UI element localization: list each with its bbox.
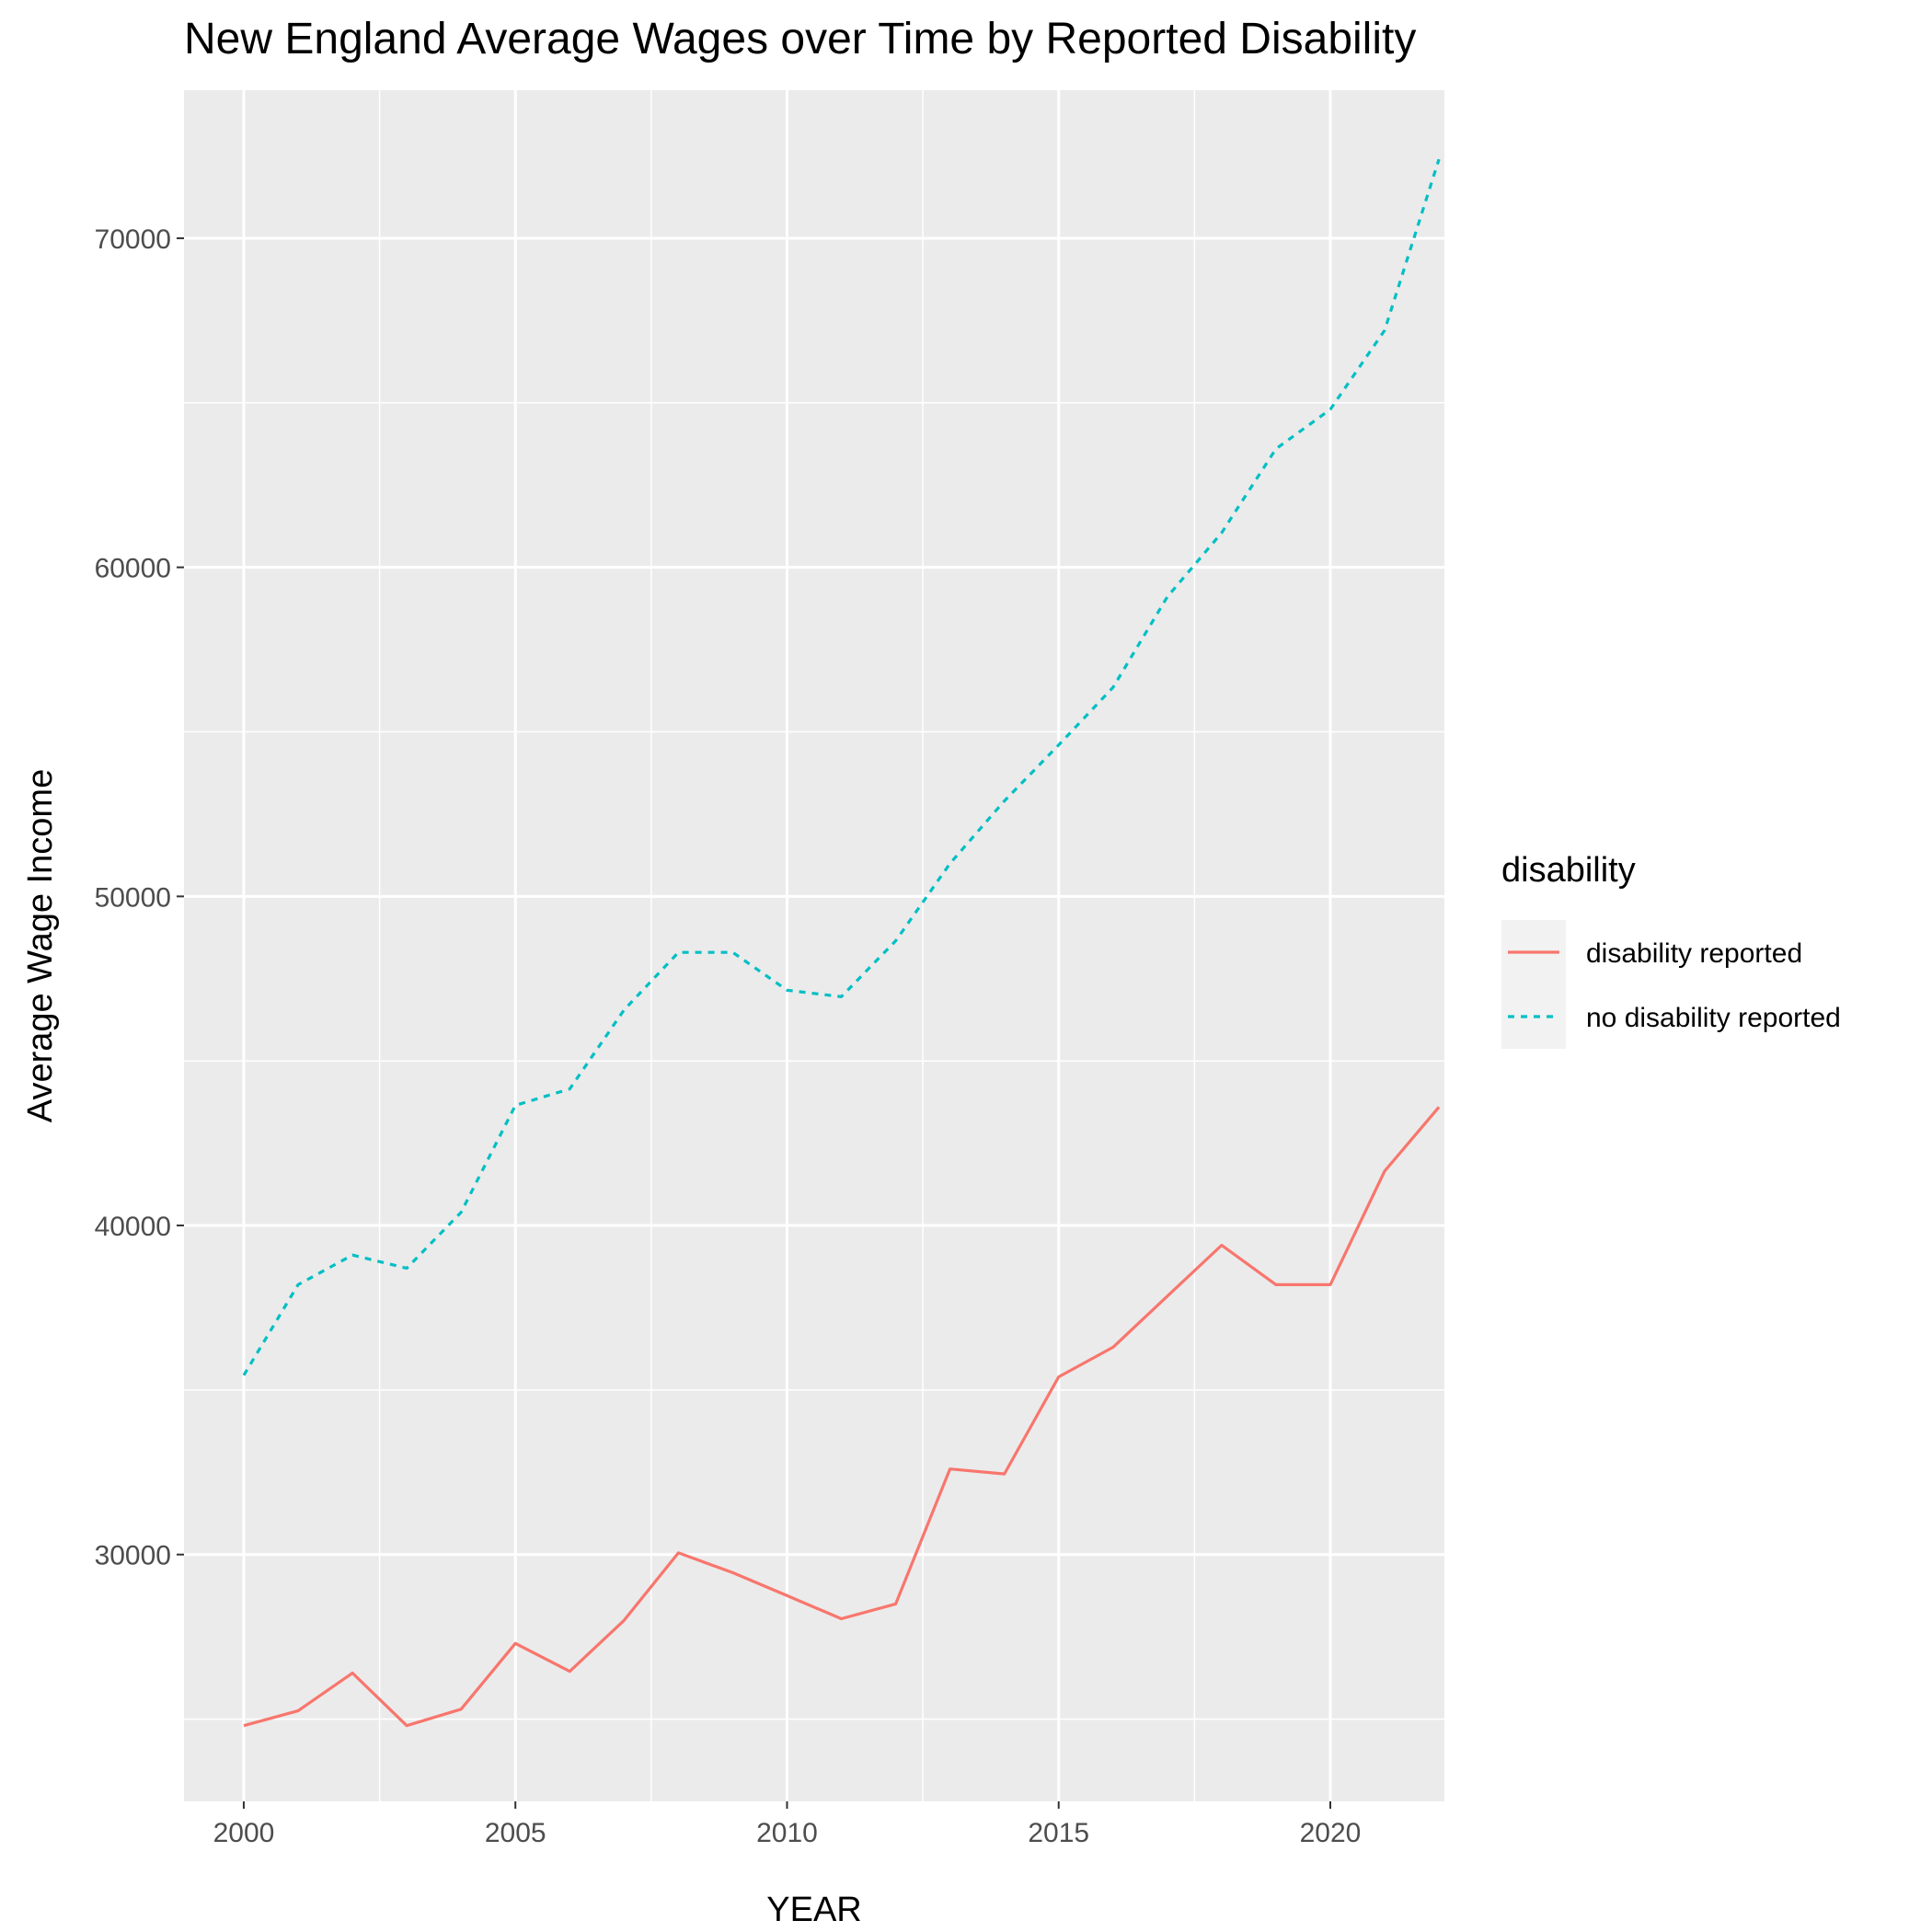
y-axis: 30000 40000 50000 60000 70000 (95, 224, 184, 1571)
y-tick-label: 60000 (95, 554, 171, 584)
legend-key-background (1501, 920, 1566, 1049)
legend-label-no-disability-reported: no disability reported (1586, 1003, 1841, 1033)
series-line-disability-reported (243, 1106, 1441, 1728)
x-tick-label: 2010 (756, 1818, 818, 1848)
major-gridlines (184, 90, 1444, 1801)
x-tick-label: 2020 (1300, 1818, 1362, 1848)
x-tick-label: 2005 (485, 1818, 546, 1848)
series-line-no-disability-reported (242, 158, 1441, 1376)
x-tick-label: 2015 (1028, 1818, 1089, 1848)
chart-title: New England Average Wages over Time by R… (184, 15, 1416, 63)
x-axis-title: YEAR (766, 1891, 861, 1929)
y-tick-label: 30000 (95, 1541, 171, 1571)
y-axis-title: Average Wage Income (21, 769, 60, 1122)
minor-gridlines (184, 90, 1444, 1801)
series-lines (242, 158, 1441, 1728)
legend: disability disability reported no disabil… (1501, 851, 1841, 1049)
x-axis: 2000 2005 2010 2015 2020 (213, 1801, 1362, 1848)
y-tick-label: 40000 (95, 1212, 171, 1242)
legend-label-disability-reported: disability reported (1586, 938, 1802, 969)
plot-panel (184, 90, 1444, 1801)
x-tick-label: 2000 (213, 1818, 275, 1848)
y-tick-label: 50000 (95, 882, 171, 913)
y-tick-label: 70000 (95, 224, 171, 255)
legend-title: disability (1501, 851, 1636, 890)
